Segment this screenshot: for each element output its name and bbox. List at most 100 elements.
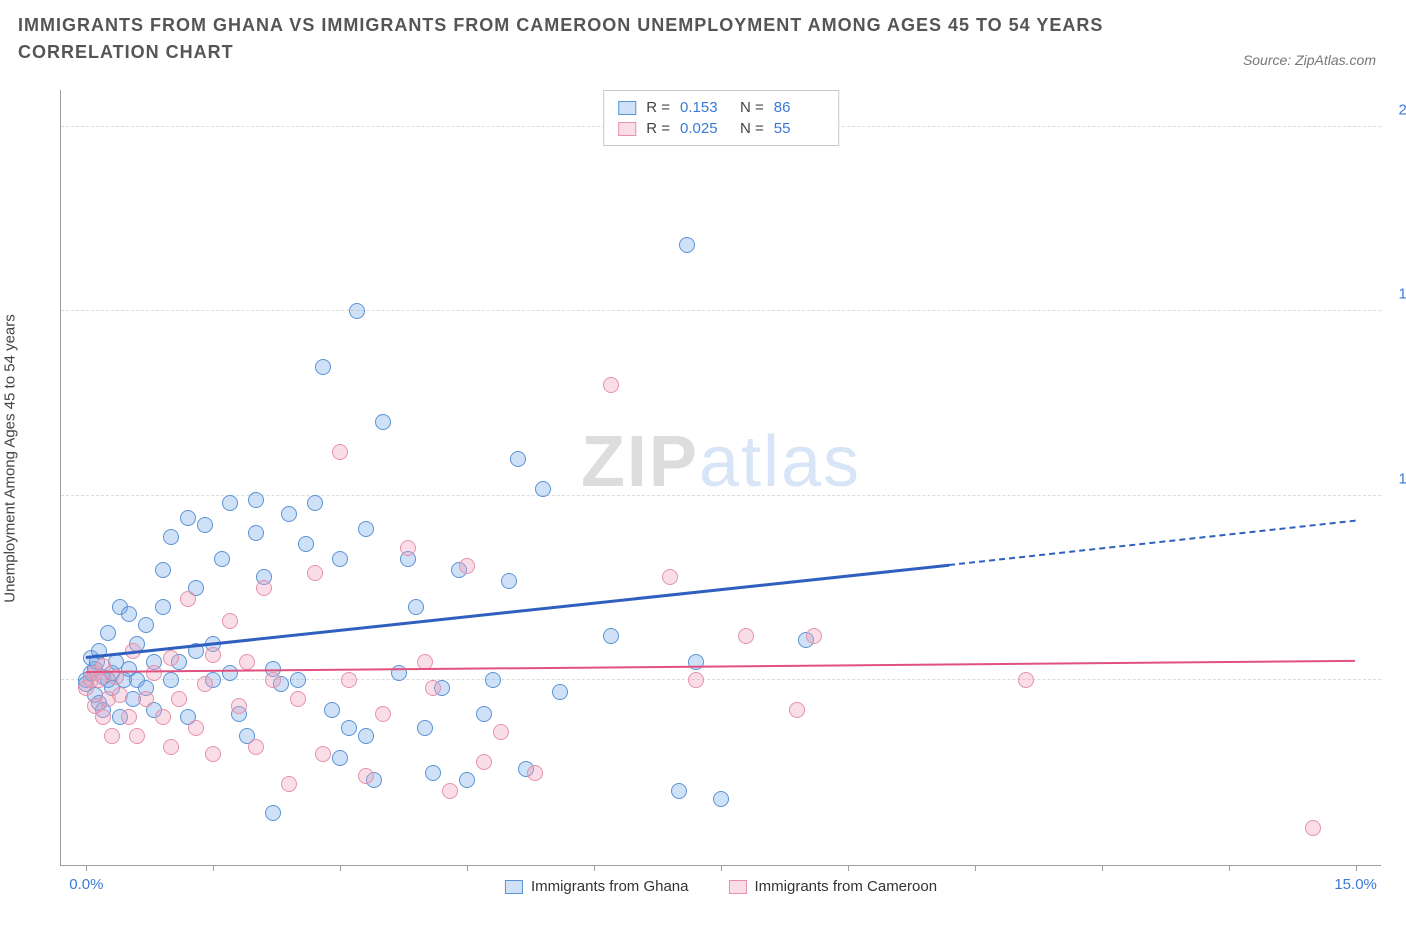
gridline xyxy=(61,310,1381,311)
scatter-plot-area: ZIPatlas R =0.153N =86R =0.025N =55 Immi… xyxy=(60,90,1381,866)
data-point xyxy=(671,783,687,799)
watermark: ZIPatlas xyxy=(581,421,861,503)
data-point xyxy=(155,562,171,578)
data-point xyxy=(358,521,374,537)
data-point xyxy=(476,754,492,770)
data-point xyxy=(315,746,331,762)
y-tick-label: 10.0% xyxy=(1386,470,1406,487)
x-tick xyxy=(340,865,341,871)
data-point xyxy=(112,687,128,703)
data-point xyxy=(248,739,264,755)
data-point xyxy=(603,628,619,644)
data-point xyxy=(91,672,107,688)
data-point xyxy=(307,495,323,511)
gridline xyxy=(61,679,1381,680)
legend-label: Immigrants from Ghana xyxy=(531,878,689,895)
data-point xyxy=(95,709,111,725)
data-point xyxy=(155,709,171,725)
data-point xyxy=(400,540,416,556)
x-tick xyxy=(213,865,214,871)
legend-r-label: R = xyxy=(646,99,670,116)
data-point xyxy=(100,625,116,641)
data-point xyxy=(239,654,255,670)
data-point xyxy=(603,377,619,393)
data-point xyxy=(332,750,348,766)
y-tick-label: 5.0% xyxy=(1386,655,1406,672)
data-point xyxy=(442,783,458,799)
data-point xyxy=(290,672,306,688)
x-tick xyxy=(721,865,722,871)
data-point xyxy=(256,580,272,596)
data-point xyxy=(197,517,213,533)
legend-swatch xyxy=(505,880,523,894)
data-point xyxy=(138,691,154,707)
x-tick xyxy=(86,865,87,871)
data-point xyxy=(248,492,264,508)
data-point xyxy=(307,565,323,581)
data-point xyxy=(425,680,441,696)
legend-swatch xyxy=(729,880,747,894)
data-point xyxy=(265,805,281,821)
data-point xyxy=(146,665,162,681)
data-point xyxy=(155,599,171,615)
data-point xyxy=(501,573,517,589)
data-point xyxy=(493,724,509,740)
data-point xyxy=(205,647,221,663)
data-point xyxy=(341,672,357,688)
data-point xyxy=(265,672,281,688)
legend-n-label: N = xyxy=(740,99,764,116)
data-point xyxy=(332,551,348,567)
data-point xyxy=(281,506,297,522)
data-point xyxy=(425,765,441,781)
trend-line-extrapolation xyxy=(949,520,1355,566)
legend-item: Immigrants from Cameroon xyxy=(729,878,938,895)
legend-n-value: 55 xyxy=(774,120,824,137)
data-point xyxy=(281,776,297,792)
data-point xyxy=(163,650,179,666)
data-point xyxy=(806,628,822,644)
legend-n-value: 86 xyxy=(774,99,824,116)
x-tick xyxy=(1229,865,1230,871)
data-point xyxy=(248,525,264,541)
y-tick-label: 20.0% xyxy=(1386,101,1406,118)
trend-line xyxy=(86,564,949,659)
x-tick-label: 0.0% xyxy=(69,876,103,893)
data-point xyxy=(408,599,424,615)
data-point xyxy=(222,495,238,511)
legend-swatch xyxy=(618,101,636,115)
series-legend: Immigrants from Ghana Immigrants from Cam… xyxy=(505,878,937,895)
data-point xyxy=(163,529,179,545)
data-point xyxy=(205,746,221,762)
x-tick xyxy=(594,865,595,871)
data-point xyxy=(121,709,137,725)
data-point xyxy=(1018,672,1034,688)
legend-row: R =0.025N =55 xyxy=(618,118,824,139)
data-point xyxy=(290,691,306,707)
data-point xyxy=(358,768,374,784)
data-point xyxy=(535,481,551,497)
legend-r-value: 0.153 xyxy=(680,99,730,116)
data-point xyxy=(738,628,754,644)
data-point xyxy=(662,569,678,585)
data-point xyxy=(527,765,543,781)
data-point xyxy=(459,558,475,574)
data-point xyxy=(485,672,501,688)
data-point xyxy=(679,237,695,253)
data-point xyxy=(417,720,433,736)
data-point xyxy=(375,414,391,430)
x-tick xyxy=(467,865,468,871)
data-point xyxy=(789,702,805,718)
correlation-legend: R = 0.153 N = 86 R =0.025N =55 xyxy=(603,90,839,146)
data-point xyxy=(315,359,331,375)
data-point xyxy=(510,451,526,467)
data-point xyxy=(476,706,492,722)
data-point xyxy=(188,720,204,736)
legend-r-value: 0.025 xyxy=(680,120,730,137)
data-point xyxy=(180,591,196,607)
legend-item: Immigrants from Ghana xyxy=(505,878,689,895)
x-tick xyxy=(848,865,849,871)
data-point xyxy=(180,510,196,526)
data-point xyxy=(222,613,238,629)
data-point xyxy=(231,698,247,714)
x-tick xyxy=(1356,865,1357,871)
